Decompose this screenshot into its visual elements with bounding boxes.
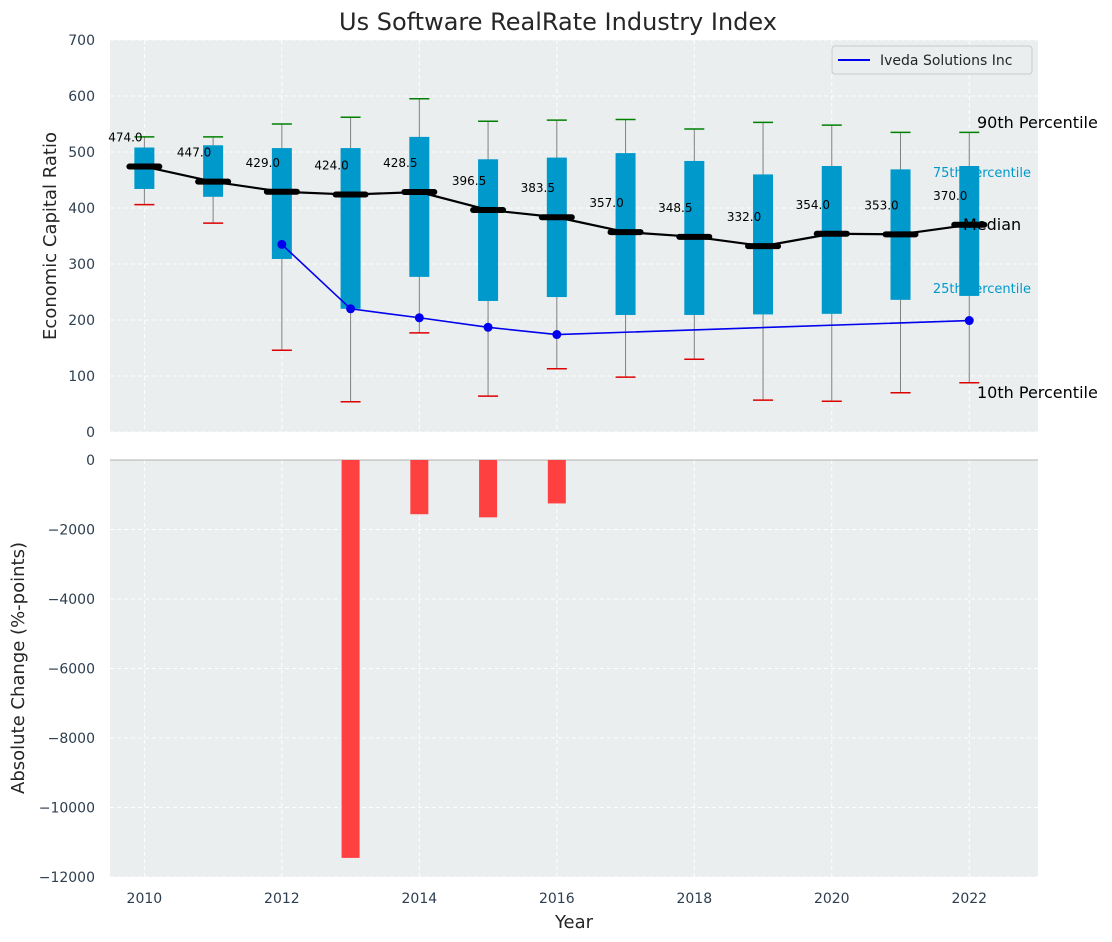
median-label: 348.5 [658, 201, 692, 215]
top-y-tick-label: 0 [86, 425, 95, 441]
iqr-box [821, 166, 842, 314]
median-data-labels: 474.0 447.0 429.0 424.0 428.5 396.5 383.5 357.0… [108, 131, 967, 225]
series-point [277, 239, 287, 249]
series-point [964, 316, 974, 326]
top-y-tick-label: 200 [68, 313, 95, 329]
change-bar [410, 460, 429, 515]
bottom-y-ticks: 0 −2000 −4000 −6000 −8000 −10000 −12000 [39, 453, 95, 886]
chart-title: Us Software RealRate Industry Index [339, 8, 777, 36]
label-75th-percentile: 75th Percentile [933, 166, 1031, 181]
x-tick-label: 2012 [264, 891, 300, 907]
median-label: 353.0 [864, 198, 898, 212]
bottom-y-tick-label: −8000 [48, 731, 95, 747]
series-point [414, 313, 424, 323]
change-bar [479, 460, 498, 518]
iqr-box [409, 136, 430, 277]
iqr-box [959, 166, 980, 296]
iqr-box [546, 157, 567, 298]
change-bar [547, 460, 566, 504]
bottom-y-tick-label: −6000 [48, 662, 95, 678]
bottom-y-tick-label: −12000 [39, 870, 95, 886]
bottom-y-tick-label: −2000 [48, 523, 95, 539]
iqr-box [340, 148, 361, 309]
top-y-tick-label: 100 [68, 369, 95, 385]
x-tick-label: 2022 [951, 891, 987, 907]
bottom-y-tick-label: −10000 [39, 801, 95, 817]
median-label: 370.0 [933, 189, 967, 203]
percentile-caps [134, 98, 980, 403]
gridlines [110, 39, 1038, 878]
top-y-ticks: 0 100 200 300 400 500 600 700 [68, 33, 95, 441]
legend-box [831, 45, 1033, 75]
iqr-box [478, 159, 499, 301]
legend-label: Iveda Solutions Inc [880, 53, 1012, 69]
top-y-tick-label: 400 [68, 201, 95, 217]
median-label: 429.0 [246, 156, 280, 170]
median-label: 332.0 [727, 210, 761, 224]
top-y-axis-label: Economic Capital Ratio [40, 132, 61, 340]
median-label: 428.5 [383, 156, 417, 170]
bottom-y-tick-label: 0 [86, 453, 95, 469]
bottom-y-tick-label: −4000 [48, 592, 95, 608]
series-point [346, 304, 356, 314]
x-tick-label: 2018 [676, 891, 712, 907]
median-label: 396.5 [452, 174, 486, 188]
label-median: Median [963, 215, 1021, 234]
iqr-box [271, 148, 292, 259]
median-label: 383.5 [521, 181, 555, 195]
series-point [483, 322, 493, 332]
top-y-tick-label: 300 [68, 257, 95, 273]
label-10th-percentile: 10th Percentile [977, 383, 1098, 402]
x-tick-label: 2014 [402, 891, 438, 907]
median-label: 354.0 [796, 198, 830, 212]
label-25th-percentile: 25th Percentile [933, 282, 1031, 297]
series-point [552, 330, 562, 340]
change-bars [341, 460, 566, 858]
x-tick-label: 2010 [127, 891, 163, 907]
label-90th-percentile: 90th Percentile [977, 113, 1098, 132]
median-label: 474.0 [108, 131, 142, 145]
median-label: 357.0 [589, 196, 623, 210]
change-bar [341, 460, 360, 858]
median-label: 424.0 [314, 159, 348, 173]
x-tick-label: 2020 [814, 891, 850, 907]
median-layer [126, 163, 988, 250]
top-y-tick-label: 600 [68, 89, 95, 105]
bottom-y-axis-label: Absolute Change (%-points) [8, 542, 29, 794]
x-ticks: 2010 2012 2014 2016 2018 2020 2022 [127, 891, 988, 907]
series-layer [277, 239, 974, 340]
x-axis-label: Year [554, 912, 594, 933]
top-y-tick-label: 500 [68, 145, 95, 161]
series-line [281, 243, 970, 336]
x-tick-label: 2016 [539, 891, 575, 907]
legend: Iveda Solutions Inc [831, 45, 1033, 75]
median-label: 447.0 [177, 146, 211, 160]
top-y-tick-label: 700 [68, 33, 95, 49]
